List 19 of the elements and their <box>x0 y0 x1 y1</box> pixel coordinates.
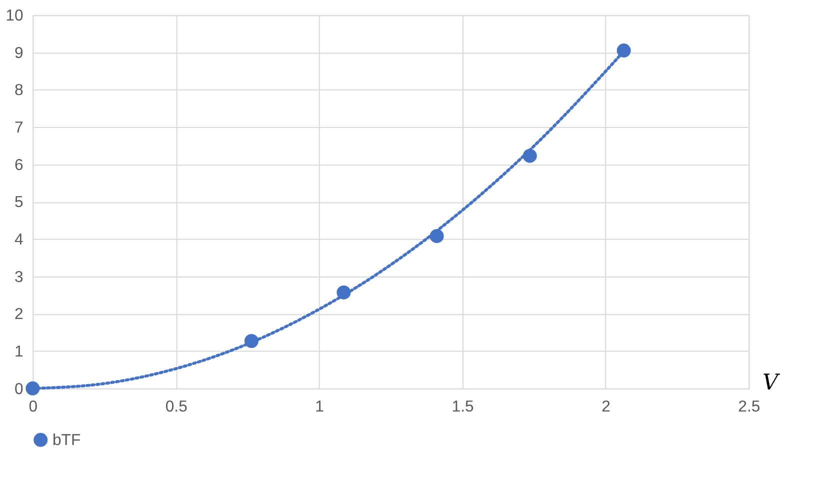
y-tick-label: 7 <box>14 120 24 137</box>
y-tick-label: 5 <box>14 194 24 212</box>
y-tick-label: 10 <box>6 8 24 25</box>
legend-label: bTF <box>52 432 81 449</box>
y-tick-label: 3 <box>14 268 24 286</box>
y-tick-label: 9 <box>14 44 24 62</box>
x-tick-label: 2 <box>602 398 610 416</box>
y-tick-label: 4 <box>14 232 24 249</box>
x-axis-title: V <box>762 370 781 396</box>
x-tick-label: 1.5 <box>452 398 474 416</box>
y-tick-label: 8 <box>14 82 24 100</box>
y-tick-label: 1 <box>14 344 24 361</box>
y-tick-label: 6 <box>14 156 24 174</box>
x-tick-label: 0 <box>28 398 38 416</box>
x-tick-label: 2.5 <box>738 398 760 416</box>
x-tick-label: 0.5 <box>165 398 188 416</box>
y-tick-label: 0 <box>14 380 24 398</box>
x-tick-label: 1 <box>315 398 324 416</box>
y-tick-label: 2 <box>14 306 24 324</box>
